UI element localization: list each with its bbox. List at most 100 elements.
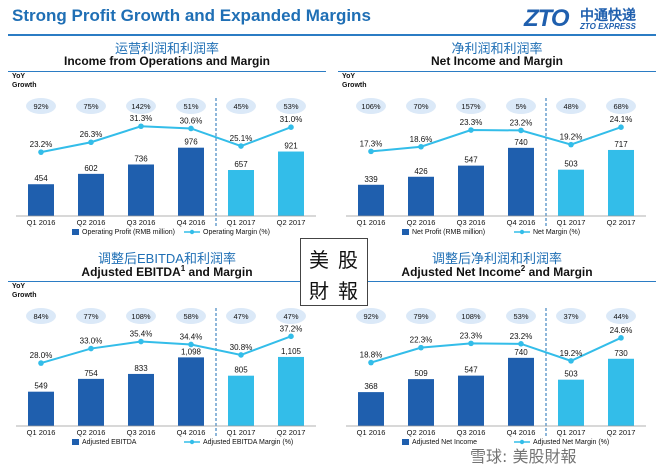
bar [28, 391, 54, 426]
growth-label: 51% [183, 102, 198, 111]
margin-label: 35.4% [130, 330, 153, 339]
bar-value-label: 1,105 [281, 347, 302, 356]
margin-label: 26.3% [80, 130, 103, 139]
legend-line-label: Adjusted EBITDA Margin (%) [203, 439, 293, 446]
margin-label: 34.4% [180, 332, 203, 341]
margin-point [288, 124, 294, 130]
growth-label: 53% [513, 312, 528, 321]
panel-operating-income: 运营利润和利润率 Income from Operations and Marg… [8, 38, 326, 238]
margin-label: 37.2% [280, 324, 303, 333]
growth-bubble [406, 98, 436, 114]
bar-value-label: 549 [34, 382, 48, 391]
category-label: Q1 2017 [227, 218, 256, 227]
legend-line-label: Operating Margin (%) [203, 229, 270, 236]
growth-label: 45% [233, 102, 248, 111]
panel-divider [338, 281, 656, 282]
category-label: Q1 2016 [27, 428, 56, 437]
yoy-label-2: Growth [12, 292, 37, 299]
bar [228, 170, 254, 216]
growth-label: 79% [413, 312, 428, 321]
category-label: Q2 2017 [607, 428, 636, 437]
bar [608, 149, 634, 216]
yoy-growth-label: YoY Growth [12, 282, 37, 300]
category-label: Q3 2016 [127, 218, 156, 227]
margin-label: 19.2% [560, 133, 583, 142]
margin-point [568, 358, 574, 364]
margin-label: 25.1% [230, 134, 253, 143]
growth-bubble [456, 98, 486, 114]
panel-title-text: Net Income and Margin [430, 54, 564, 68]
margin-point [518, 341, 524, 347]
bar-value-label: 547 [464, 156, 478, 165]
bar [128, 373, 154, 426]
panel-divider [8, 281, 326, 282]
category-label: Q1 2017 [557, 218, 586, 227]
growth-label: 47% [283, 312, 298, 321]
category-label: Q2 2017 [607, 218, 636, 227]
category-label: Q2 2017 [277, 218, 306, 227]
panel-net-income: 净利润和利润率 Net Income and Margin YoY Growth … [338, 38, 656, 238]
legend-bar-label: Adjusted EBITDA [82, 439, 137, 446]
margin-line [40, 125, 292, 154]
margin-label: 19.2% [560, 349, 583, 358]
margin-point [418, 344, 424, 351]
category-label: Q1 2016 [357, 218, 386, 227]
bar [358, 184, 384, 216]
growth-label: 106% [361, 102, 381, 111]
bar [358, 392, 384, 426]
margin-label: 17.3% [360, 139, 383, 148]
chart-adjusted-net-income: 92% 79% 108% 53% 37% 44% 368 509 547 740 503 730 18.… [346, 308, 646, 446]
bar [558, 379, 584, 426]
bar-value-label: 754 [84, 369, 98, 378]
legend-line-marker [519, 439, 525, 445]
legend-line-marker [189, 229, 195, 235]
bar-value-label: 339 [364, 175, 378, 184]
panel-title: Income from Operations and Margin [8, 54, 326, 68]
panel-divider [8, 71, 326, 72]
bar-value-label: 657 [234, 160, 248, 169]
category-label: Q2 2016 [407, 428, 436, 437]
growth-label: 58% [183, 312, 198, 321]
bar-value-label: 740 [514, 138, 528, 147]
panel-title-cn: 调整后EBITDA和利润率 [98, 251, 236, 266]
growth-bubble [556, 308, 586, 324]
logo-mark: ZTO [524, 5, 570, 32]
category-label: Q1 2016 [27, 218, 56, 227]
margin-label: 18.8% [360, 351, 383, 360]
bar-value-label: 547 [464, 366, 478, 375]
stamp-char: 財 [309, 279, 329, 303]
bar [278, 356, 304, 426]
bar-value-label: 454 [34, 174, 48, 183]
growth-bubble [606, 98, 636, 114]
bar-value-label: 736 [134, 154, 148, 163]
bar [558, 169, 584, 216]
stamp-char: 報 [338, 279, 358, 303]
margin-point [618, 335, 624, 341]
growth-bubble [556, 98, 586, 114]
legend-line-label: Adjusted Net Margin (%) [533, 439, 609, 446]
bar-value-label: 602 [84, 164, 98, 173]
yoy-label-2: Growth [12, 82, 37, 89]
bar [508, 147, 534, 216]
margin-point [288, 333, 294, 340]
margin-label: 23.2% [510, 332, 533, 341]
bar-value-label: 509 [414, 369, 428, 378]
margin-point [238, 352, 244, 358]
growth-label: 53% [283, 102, 298, 111]
bar-value-label: 1,098 [181, 347, 202, 356]
category-label: Q4 2016 [507, 218, 536, 227]
panel-title: Adjusted Net Income2 and Margin [338, 264, 656, 279]
margin-point [568, 141, 574, 148]
category-label: Q1 2016 [357, 428, 386, 437]
panel-title-suffix: and Margin [185, 265, 253, 279]
category-label: Q4 2016 [507, 428, 536, 437]
growth-bubble [276, 308, 306, 324]
growth-bubble [26, 308, 56, 324]
watermark-stamp: 美 股 財 報 [300, 238, 368, 306]
bar [78, 378, 104, 426]
margin-label: 33.0% [80, 337, 103, 346]
growth-bubble [276, 98, 306, 114]
growth-bubble [606, 308, 636, 324]
panel-title-text: Adjusted Net Income [401, 265, 521, 279]
category-label: Q1 2017 [557, 428, 586, 437]
